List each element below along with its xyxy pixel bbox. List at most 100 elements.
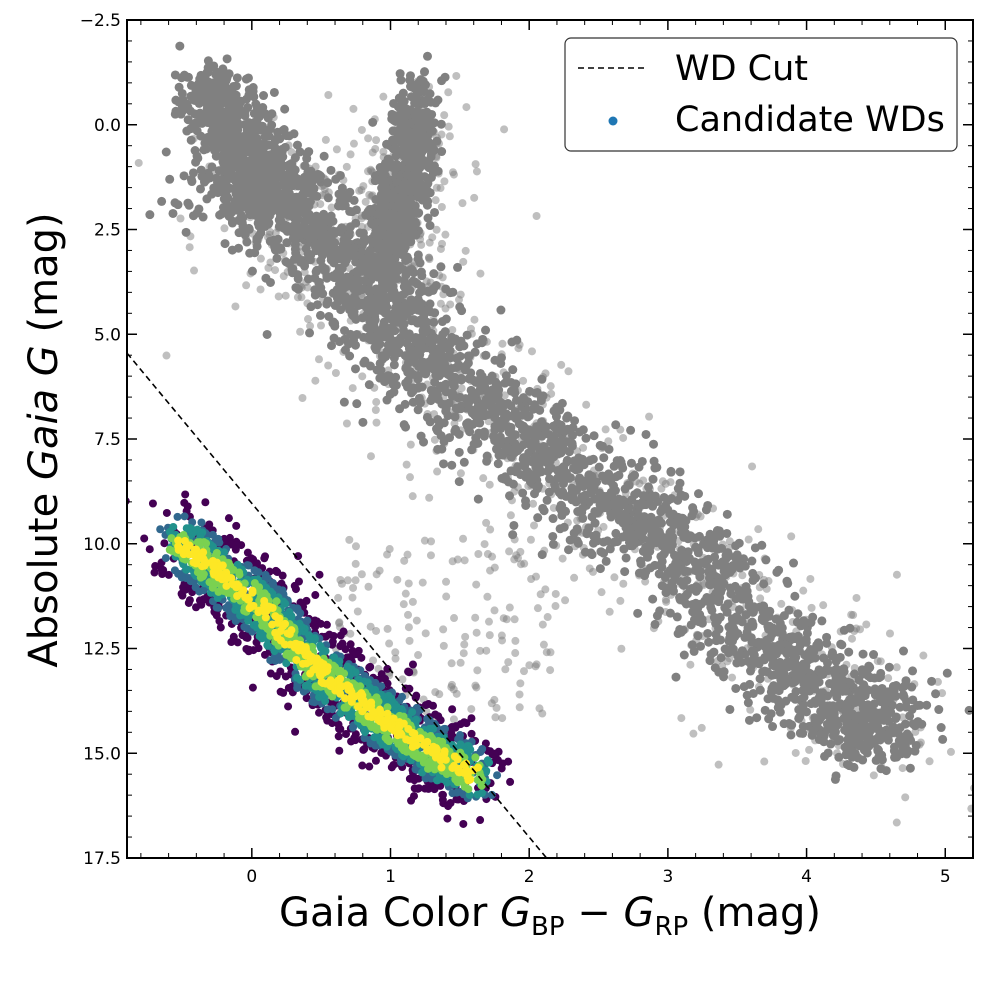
- field-star-point: [689, 585, 698, 594]
- candidate-wd-point: [248, 683, 257, 692]
- field-star-point: [756, 594, 765, 603]
- field-star-point: [515, 690, 524, 699]
- candidate-wd-point: [459, 819, 468, 828]
- field-star-point: [564, 367, 573, 376]
- field-star-point: [789, 558, 799, 568]
- candidate-wd-point: [140, 534, 149, 543]
- field-star-point: [856, 625, 865, 634]
- candidate-wd-point: [410, 792, 419, 801]
- field-star-point: [425, 338, 434, 347]
- field-star-point: [349, 139, 358, 148]
- field-star-point: [315, 310, 325, 320]
- field-star-point: [505, 547, 514, 556]
- field-star-point: [379, 92, 388, 101]
- field-star-point: [499, 368, 508, 377]
- candidate-wd-point: [278, 571, 287, 580]
- field-star-point: [352, 399, 362, 409]
- field-star-point: [609, 508, 618, 517]
- field-star-point: [470, 193, 479, 202]
- field-star-point: [411, 346, 420, 355]
- field-star-point: [876, 697, 886, 707]
- field-star-point: [480, 540, 489, 549]
- field-star-point: [366, 165, 375, 174]
- field-star-point: [264, 233, 273, 242]
- field-star-point: [510, 615, 519, 624]
- field-star-point: [388, 315, 398, 325]
- field-star-point: [790, 591, 800, 601]
- field-star-point: [515, 340, 524, 349]
- field-star-point: [357, 186, 366, 195]
- field-star-point: [435, 271, 444, 280]
- candidate-wd-point: [365, 762, 374, 771]
- field-star-point: [289, 200, 299, 210]
- field-star-point: [621, 530, 631, 540]
- field-star-point: [748, 646, 757, 655]
- field-star-point: [466, 377, 475, 386]
- field-star-point: [858, 649, 868, 659]
- field-star-point: [697, 723, 706, 732]
- field-star-point: [450, 419, 459, 428]
- field-star-point: [356, 259, 365, 268]
- field-star-point: [551, 589, 560, 598]
- field-star-point: [849, 698, 858, 707]
- candidate-wd-point: [315, 570, 324, 579]
- field-star-point: [635, 571, 644, 580]
- field-star-point: [425, 493, 434, 502]
- field-star-point: [243, 201, 253, 211]
- field-star-point: [355, 330, 364, 339]
- field-star-point: [690, 557, 700, 567]
- field-star-point: [533, 513, 543, 523]
- field-star-point: [444, 122, 453, 131]
- field-star-point: [476, 646, 485, 655]
- field-star-point: [653, 542, 662, 551]
- field-star-point: [328, 271, 338, 281]
- field-star-point: [500, 125, 509, 134]
- field-star-point: [203, 118, 213, 128]
- field-star-point: [537, 441, 546, 450]
- field-star-point: [474, 375, 484, 385]
- field-star-point: [290, 259, 299, 268]
- field-star-point: [311, 376, 320, 385]
- field-star-point: [769, 681, 779, 691]
- field-star-point: [412, 616, 421, 625]
- field-star-point: [500, 391, 509, 400]
- field-star-point: [742, 690, 752, 700]
- field-star-point: [389, 151, 398, 160]
- field-star-point: [459, 257, 468, 266]
- field-star-point: [578, 425, 588, 435]
- field-star-point: [359, 284, 368, 293]
- field-star-point: [555, 434, 564, 443]
- field-star-point: [364, 582, 373, 591]
- field-star-point: [666, 478, 675, 487]
- scatter-points: [134, 41, 973, 827]
- field-star-point: [519, 453, 529, 463]
- field-star-point: [788, 606, 797, 615]
- field-star-point: [543, 613, 552, 622]
- field-star-point: [491, 713, 500, 722]
- field-star-point: [240, 155, 250, 165]
- field-star-point: [405, 71, 415, 81]
- field-star-point: [747, 556, 757, 566]
- field-star-point: [382, 395, 392, 405]
- field-star-point: [503, 442, 512, 451]
- field-star-point: [255, 199, 265, 209]
- field-star-point: [919, 651, 928, 660]
- field-star-point: [670, 491, 679, 500]
- field-star-point: [401, 358, 410, 367]
- field-star-point: [599, 453, 609, 463]
- field-star-point: [370, 247, 379, 256]
- field-star-point: [271, 229, 280, 238]
- field-star-point: [542, 648, 551, 657]
- field-star-point: [280, 104, 290, 114]
- field-star-point: [516, 679, 525, 688]
- field-star-point: [394, 109, 403, 118]
- field-star-point: [390, 346, 400, 356]
- field-star-point: [674, 537, 683, 546]
- field-star-point: [875, 735, 885, 745]
- field-star-point: [823, 748, 833, 758]
- field-star-point: [888, 702, 897, 711]
- field-star-point: [459, 649, 468, 658]
- field-star-point: [648, 474, 658, 484]
- field-star-point: [659, 492, 669, 502]
- field-star-point: [460, 640, 469, 649]
